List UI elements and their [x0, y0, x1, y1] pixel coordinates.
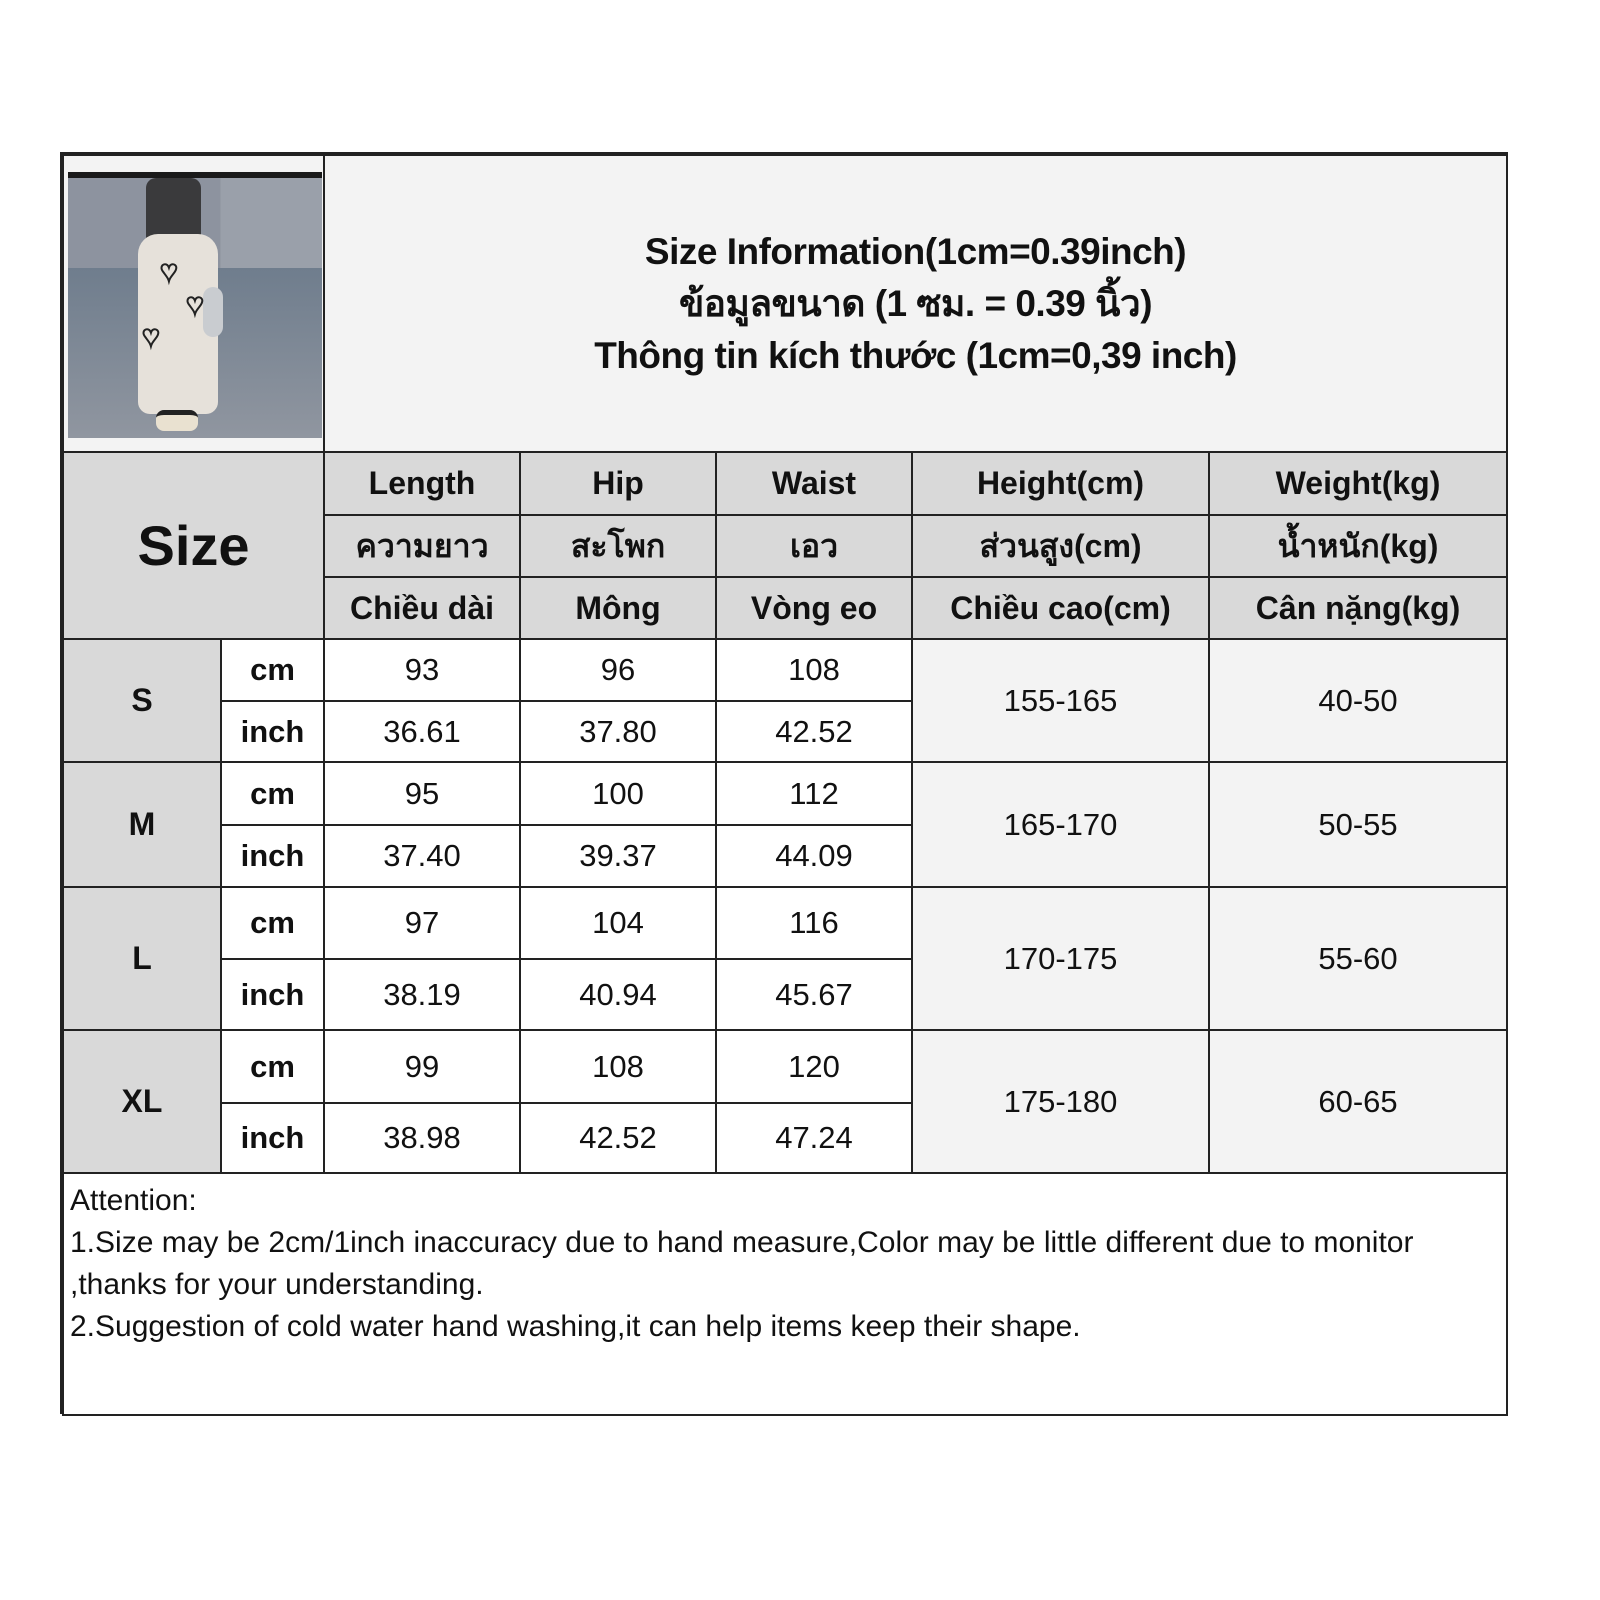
value-cm: 116: [715, 886, 913, 960]
unit-inch: inch: [220, 958, 325, 1031]
value-inch: 37.40: [323, 824, 521, 888]
value-cm: 93: [323, 638, 521, 702]
value-cm: 108: [519, 1029, 717, 1104]
size-information-title: Size Information(1cm=0.39inch) ข้อมูลขนา…: [322, 154, 1509, 453]
col-header-length-th: ความยาว: [323, 514, 521, 578]
attention-title: Attention:: [70, 1184, 197, 1217]
col-header-height-vi: Chiều cao(cm): [911, 576, 1210, 640]
unit-cm: cm: [220, 761, 325, 826]
value-cm: 95: [323, 761, 521, 826]
height-range: 175-180: [911, 1029, 1210, 1174]
attention-line-2: 2.Suggestion of cold water hand washing,…: [70, 1310, 1081, 1343]
unit-inch: inch: [220, 824, 325, 888]
size-label: L: [62, 886, 222, 1031]
value-inch: 42.52: [519, 1102, 717, 1174]
value-cm: 112: [715, 761, 913, 826]
value-inch: 39.37: [519, 824, 717, 888]
height-range: 155-165: [911, 638, 1210, 763]
size-label: S: [62, 638, 222, 763]
title-thai: ข้อมูลขนาด (1 ซม. = 0.39 นิ้ว): [678, 282, 1153, 324]
product-photo-cell: ♥ ♥ ♥: [62, 154, 325, 453]
size-row-inch: inch 38.98 42.52 47.24: [63, 1102, 1507, 1174]
size-row-cm: XL cm 99 108 120 175-180 60-65: [62, 1029, 1509, 1174]
col-header-weight-vi: Cân nặng(kg): [1207, 576, 1509, 640]
value-cm: 120: [715, 1029, 913, 1104]
heart-icon: ♥: [159, 254, 179, 288]
attention-line-1: 1.Size may be 2cm/1inch inaccuracy due t…: [70, 1226, 1414, 1301]
col-header-waist-vi: Vòng eo: [715, 576, 913, 640]
col-header-waist-th: เอว: [715, 514, 913, 578]
unit-cm: cm: [220, 886, 325, 960]
value-cm: 100: [519, 761, 717, 826]
height-range: 165-170: [911, 761, 1210, 888]
col-header-weight-th: น้ำหนัก(kg): [1207, 514, 1509, 578]
col-header-hip-th: สะโพก: [519, 514, 717, 578]
value-inch: 40.94: [519, 958, 717, 1031]
value-cm: 99: [323, 1029, 521, 1104]
value-inch: 37.80: [519, 700, 717, 763]
unit-cm: cm: [220, 1029, 325, 1104]
value-inch: 44.09: [715, 824, 913, 888]
size-row-inch: inch 38.19 40.94 45.67: [63, 958, 1507, 1031]
weight-range: 60-65: [1207, 1029, 1509, 1174]
value-inch: 38.19: [323, 958, 521, 1031]
size-chart: ♥ ♥ ♥ Size Information(1cm=0.39inch) ข้อ…: [60, 152, 1509, 1416]
attention-note: Attention: 1.Size may be 2cm/1inch inacc…: [61, 1172, 1509, 1416]
value-cm: 108: [715, 638, 913, 702]
weight-range: 55-60: [1207, 886, 1509, 1031]
col-header-length-en: Length: [323, 451, 521, 516]
title-english: Size Information(1cm=0.39inch): [644, 230, 1187, 272]
value-inch: 38.98: [323, 1102, 521, 1174]
size-row-inch: inch 36.61 37.80 42.52: [63, 700, 1507, 763]
value-cm: 97: [323, 886, 521, 960]
value-inch: 42.52: [715, 700, 913, 763]
value-cm: 104: [519, 886, 717, 960]
value-cm: 96: [519, 638, 717, 702]
weight-range: 40-50: [1207, 638, 1509, 763]
col-header-hip-en: Hip: [519, 451, 717, 516]
col-header-height-en: Height(cm): [911, 451, 1210, 516]
value-inch: 47.24: [715, 1102, 913, 1174]
product-photo: ♥ ♥ ♥: [68, 171, 322, 438]
col-header-hip-vi: Mông: [519, 576, 717, 640]
weight-range: 50-55: [1207, 761, 1509, 888]
value-inch: 45.67: [715, 958, 913, 1031]
heart-icon: ♥: [185, 287, 205, 321]
size-row-inch: inch 37.40 39.37 44.09: [63, 824, 1507, 888]
col-header-height-th: ส่วนสูง(cm): [911, 514, 1210, 578]
unit-cm: cm: [220, 638, 325, 702]
col-header-weight-en: Weight(kg): [1207, 451, 1509, 516]
unit-inch: inch: [220, 700, 325, 763]
height-range: 170-175: [911, 886, 1210, 1031]
size-header: Size: [62, 451, 325, 640]
col-header-length-vi: Chiều dài: [323, 576, 521, 640]
size-label: M: [62, 761, 222, 888]
heart-icon: ♥: [141, 319, 161, 353]
value-inch: 36.61: [323, 700, 521, 763]
unit-inch: inch: [220, 1102, 325, 1174]
size-table: ♥ ♥ ♥ Size Information(1cm=0.39inch) ข้อ…: [61, 154, 1509, 1416]
title-vietnamese: Thông tin kích thước (1cm=0,39 inch): [594, 334, 1237, 376]
size-label: XL: [62, 1029, 222, 1174]
col-header-waist-en: Waist: [715, 451, 913, 516]
